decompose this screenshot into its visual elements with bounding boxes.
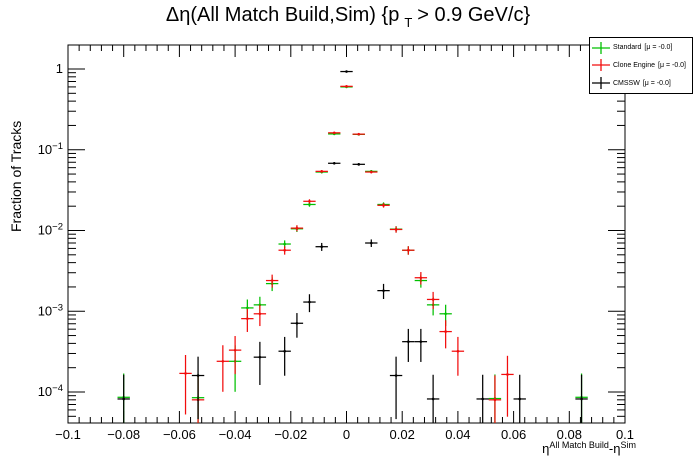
legend-mu-value: [μ = -0.0]	[644, 44, 673, 52]
legend-entry: CMSSW [μ = -0.0]	[590, 75, 692, 92]
x-axis-ticks	[67, 45, 626, 423]
data-point	[419, 340, 423, 343]
x-tick-labels: −0.1 −0.08 −0.06 −0.04 −0.02 0 0.02 0.04 0.06 0.0…	[55, 427, 634, 442]
svg-text:−0.02: −0.02	[274, 427, 307, 442]
data-point	[369, 170, 373, 174]
data-point	[345, 85, 348, 88]
data-point	[431, 298, 435, 301]
x-axis-title-eta1: η	[542, 441, 550, 456]
data-point	[369, 241, 373, 245]
data-point	[246, 306, 249, 310]
legend-marker-icon	[592, 41, 610, 54]
data-point	[332, 131, 336, 135]
x-axis-title-eta2: η	[613, 441, 621, 456]
svg-text:10−1: 10−1	[38, 141, 63, 157]
data-point	[270, 279, 274, 282]
title-suffix: > 0.9 GeV/c}	[417, 4, 531, 26]
data-point	[221, 359, 225, 363]
series-clone-engine	[179, 85, 514, 423]
x-axis-title-minus: -	[608, 441, 614, 456]
data-point	[382, 289, 385, 292]
data-point	[345, 70, 348, 73]
title-prefix: Δη(All Match Build,Sim) {p	[165, 4, 400, 26]
data-point	[283, 248, 286, 252]
page-title: Δη(All Match Build,Sim) {p T > 0.9 GeV/c}	[0, 4, 696, 30]
data-point	[357, 132, 361, 136]
svg-text:−0.08: −0.08	[107, 427, 140, 442]
x-axis-title-sup1: All Match Build	[549, 440, 609, 450]
svg-text:−0.04: −0.04	[219, 427, 252, 442]
x-axis-title: ηAll Match Build-ηSim	[542, 440, 637, 456]
y-axis-title: Fraction of Tracks	[8, 120, 24, 232]
data-point	[196, 374, 200, 377]
svg-text:0.08: 0.08	[557, 427, 582, 442]
y-tick-labels: 1 10−1 10−2 10−3 10−4	[38, 61, 63, 399]
data-point	[431, 397, 435, 401]
data-point	[481, 397, 484, 401]
data-point	[444, 312, 447, 316]
legend-entry: Standard [μ = -0.0]	[590, 39, 692, 56]
svg-text:10−3: 10−3	[38, 302, 63, 318]
data-point	[444, 330, 447, 333]
title-subscript: T	[404, 15, 413, 30]
data-point	[456, 349, 460, 353]
data-point	[258, 355, 262, 359]
data-point	[320, 170, 324, 173]
axis-frame	[67, 44, 626, 424]
legend-mu-value: [μ = -0.0]	[642, 79, 671, 87]
data-point	[258, 312, 262, 316]
data-point	[518, 397, 522, 401]
data-point	[332, 161, 336, 165]
series-standard	[117, 85, 588, 423]
data-point	[122, 397, 125, 401]
data-point	[394, 228, 398, 231]
data-point	[419, 276, 423, 280]
svg-text:0.1: 0.1	[616, 427, 634, 442]
data-point	[283, 349, 286, 353]
data-point	[295, 321, 299, 325]
legend-mu-value: [μ = -0.0]	[658, 61, 686, 69]
data-point	[308, 300, 311, 304]
x-axis-title-sup2: Sim	[620, 440, 637, 450]
legend-entry: Clone Engine [μ = -0.0]	[590, 57, 692, 74]
svg-text:0.02: 0.02	[390, 427, 415, 442]
data-point	[394, 374, 398, 377]
legend: Standard [μ = -0.0] Clone Engine [μ = -0.0]…	[589, 37, 693, 94]
data-point	[357, 163, 361, 166]
data-point	[580, 397, 583, 401]
legend-marker-icon	[592, 59, 610, 72]
series-cmssw	[117, 70, 588, 423]
data-point	[233, 348, 237, 352]
legend-label: CMSSW	[613, 79, 640, 87]
svg-text:0.04: 0.04	[445, 427, 470, 442]
data-point	[184, 372, 187, 375]
data-point	[246, 317, 249, 320]
svg-text:10−4: 10−4	[38, 383, 63, 399]
data-point	[407, 248, 410, 252]
y-axis-ticks	[68, 68, 625, 417]
data-point	[320, 245, 324, 249]
svg-text:10−2: 10−2	[38, 222, 63, 238]
data-point	[295, 226, 299, 230]
legend-marker-icon	[592, 77, 610, 90]
svg-text:0.06: 0.06	[501, 427, 526, 442]
data-point	[493, 398, 497, 402]
svg-text:−0.06: −0.06	[163, 427, 196, 442]
svg-text:1: 1	[56, 61, 63, 76]
legend-label: Standard	[613, 44, 642, 52]
data-point	[407, 340, 410, 343]
data-point	[382, 204, 385, 207]
svg-text:−0.1: −0.1	[55, 427, 81, 442]
data-point	[308, 203, 311, 206]
data-point	[283, 242, 286, 246]
data-point	[308, 199, 311, 203]
svg-text:0: 0	[343, 427, 350, 442]
data-point	[506, 373, 509, 376]
legend-label: Clone Engine	[613, 61, 656, 69]
